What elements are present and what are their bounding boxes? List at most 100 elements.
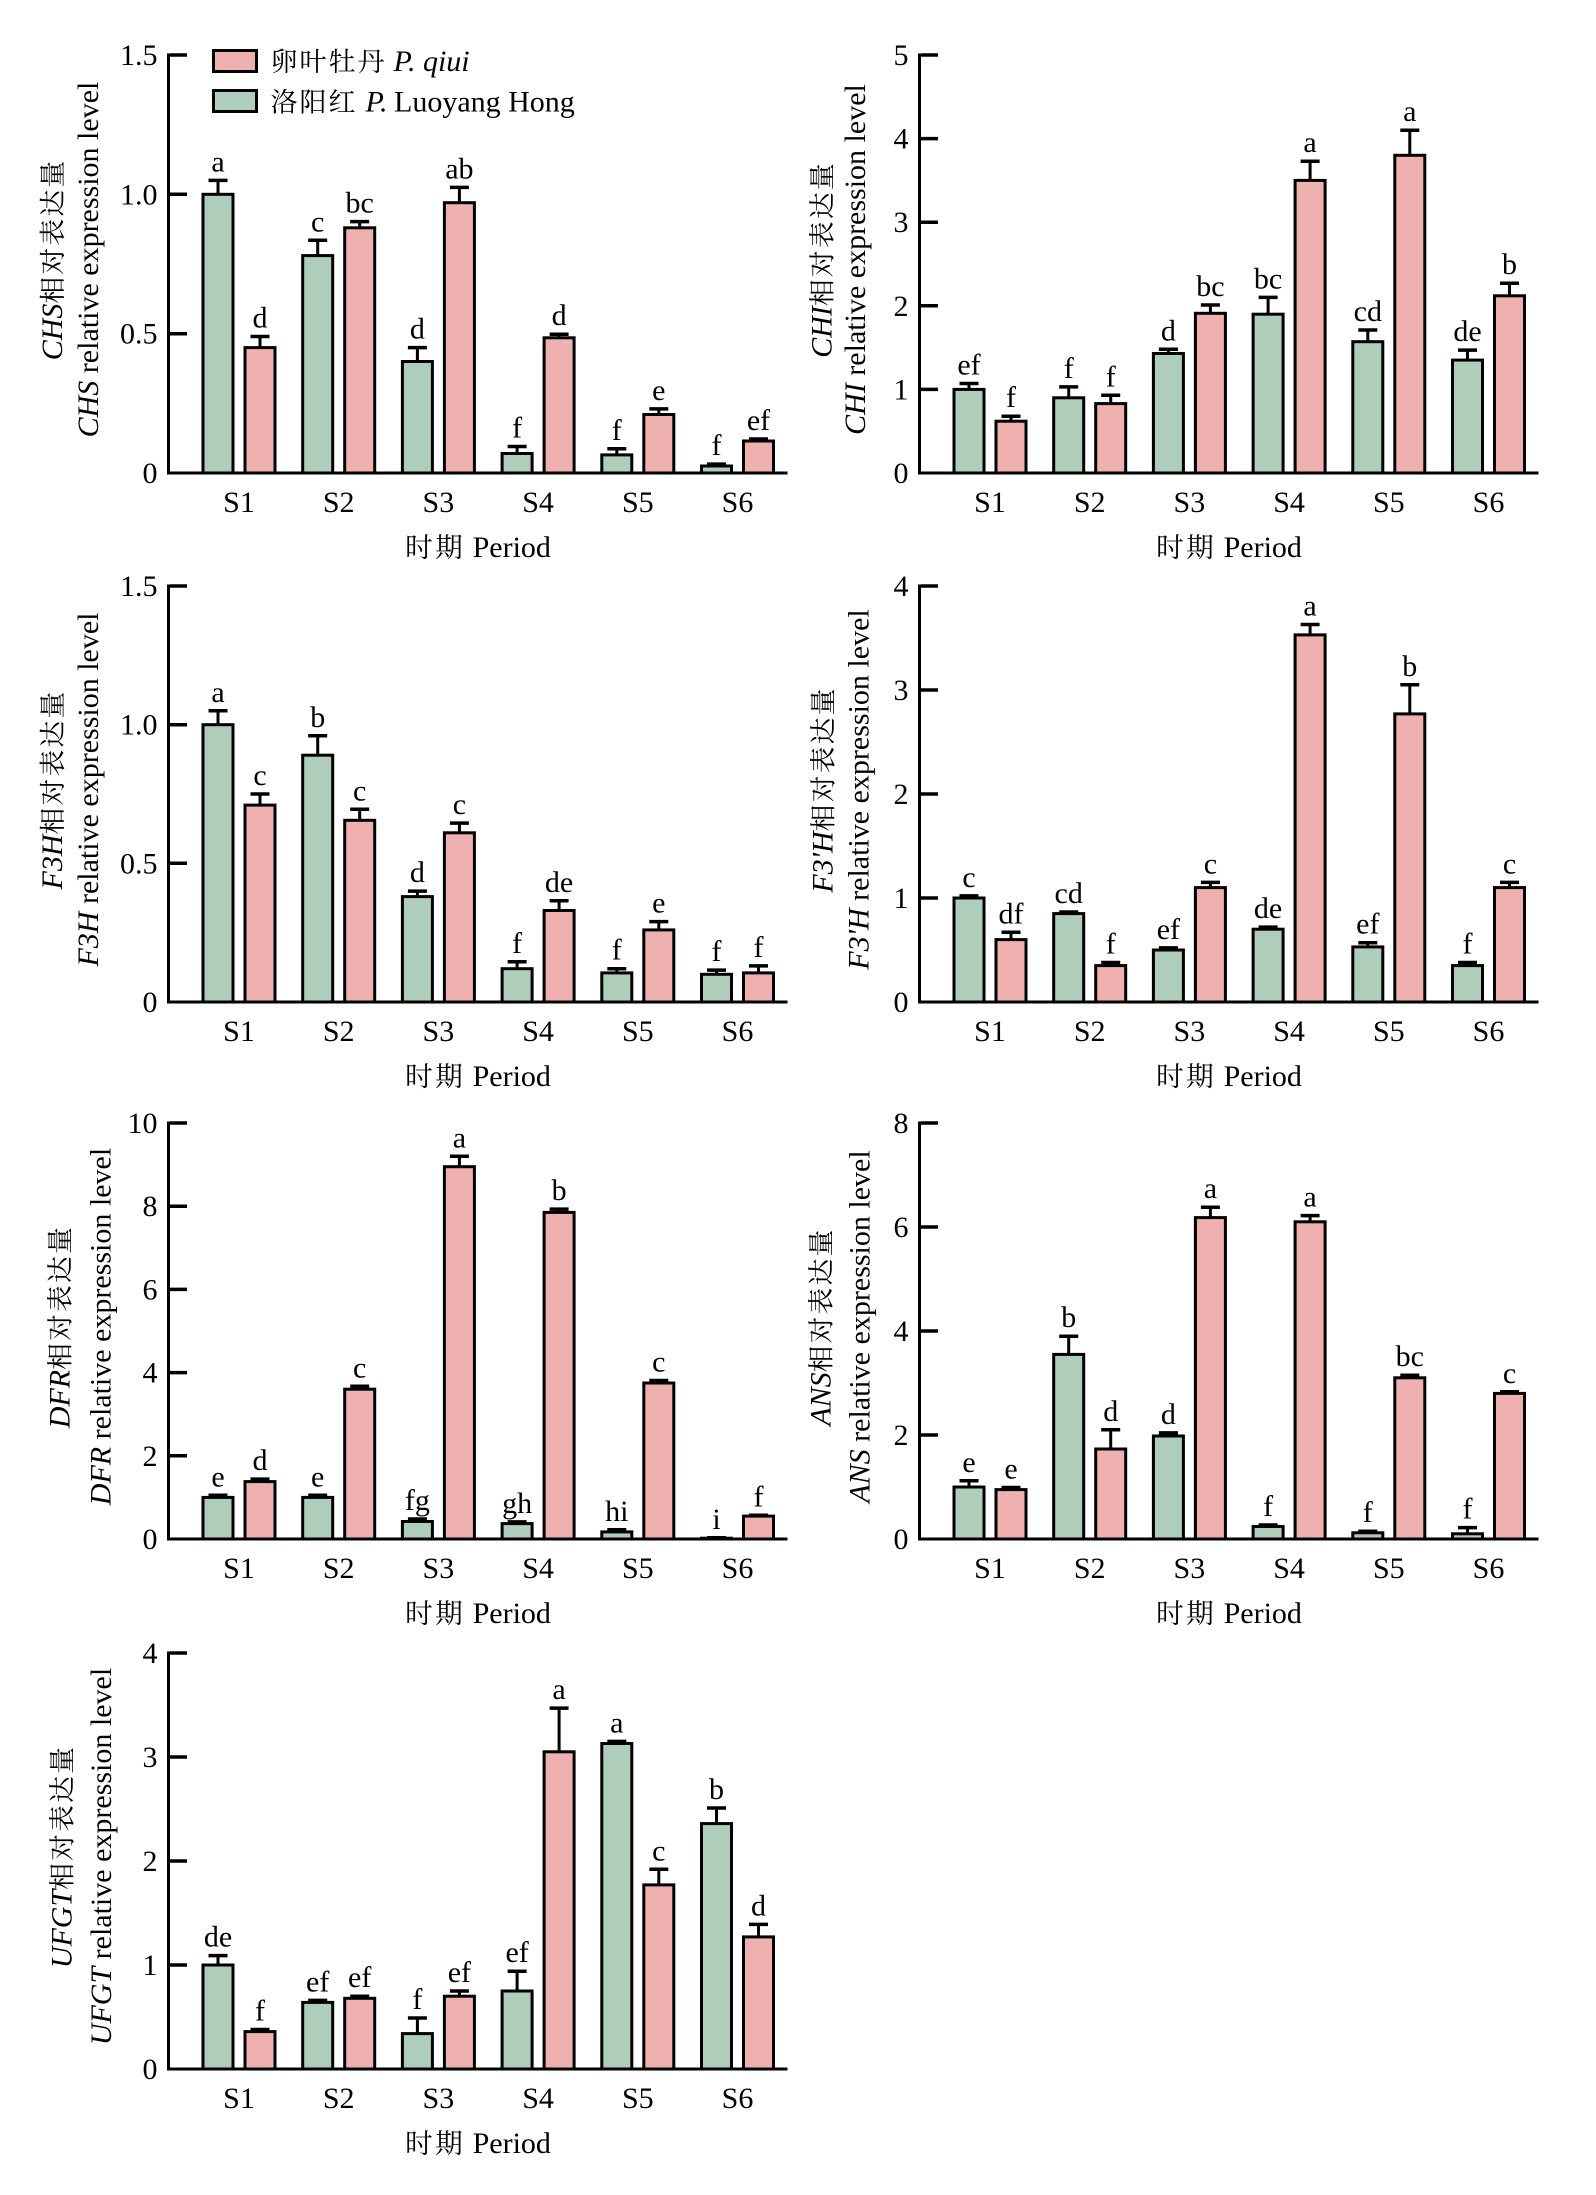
svg-text:S2: S2 [323,1015,355,1048]
svg-text:1: 1 [143,1949,158,1982]
svg-text:CHI relative expression level: CHI relative expression level [839,84,872,435]
svg-text:4: 4 [894,123,909,156]
svg-text:e: e [211,1460,224,1493]
svg-text:S3: S3 [423,2082,455,2115]
svg-text:c: c [353,774,366,807]
svg-text:f: f [512,412,522,445]
svg-text:a: a [552,1673,565,1706]
svg-text:c: c [652,1346,665,1379]
svg-text:ANS relative expression level: ANS relative expression level [844,1150,877,1504]
svg-text:d: d [1103,1395,1118,1428]
svg-text:1.5: 1.5 [120,570,158,603]
svg-text:bc: bc [1196,270,1224,303]
svg-text:Luoyang Hong: Luoyang Hong [394,86,575,119]
svg-text:S5: S5 [1373,486,1405,519]
svg-text:3: 3 [894,674,909,707]
svg-text:bc: bc [1254,262,1282,295]
svg-text:S4: S4 [1273,1552,1305,1585]
svg-text:e: e [652,887,665,920]
svg-text:1: 1 [894,882,909,915]
svg-text:b: b [310,701,325,734]
svg-text:e: e [1004,1453,1017,1486]
svg-text:S1: S1 [223,1015,255,1048]
svg-text:8: 8 [894,1107,909,1140]
svg-text:e: e [311,1460,324,1493]
svg-text:a: a [1303,590,1316,623]
svg-text:S5: S5 [622,1552,654,1585]
svg-text:4: 4 [894,570,909,603]
svg-text:hi: hi [605,1495,628,1528]
svg-text:S6: S6 [1473,1015,1505,1048]
svg-text:S2: S2 [323,486,355,519]
svg-text:6: 6 [894,1211,909,1244]
svg-text:F3'H: F3'H [807,829,840,894]
svg-text:a: a [453,1121,466,1154]
svg-text:d: d [253,302,268,335]
svg-text:2: 2 [894,290,909,323]
svg-text:0: 0 [894,457,909,490]
svg-text:S2: S2 [1074,486,1106,519]
svg-text:P. qiui: P. qiui [393,45,470,78]
svg-text:2: 2 [143,1845,158,1878]
svg-text:b: b [1402,650,1417,683]
svg-text:de: de [204,1921,232,1954]
svg-text:0: 0 [143,457,158,490]
svg-text:S2: S2 [1074,1552,1106,1585]
svg-text:F3'H relative expression level: F3'H relative expression level [843,609,876,970]
svg-text:ef: ef [348,1961,371,1994]
svg-text:fg: fg [405,1484,430,1517]
svg-text:1.0: 1.0 [120,709,158,742]
svg-text:de: de [545,866,573,899]
svg-text:f: f [1064,352,1074,385]
svg-text:f: f [612,934,622,967]
svg-text:S4: S4 [522,486,554,519]
svg-text:S1: S1 [974,486,1006,519]
svg-text:S5: S5 [1373,1015,1405,1048]
svg-text:S1: S1 [223,1552,255,1585]
svg-text:S2: S2 [1074,1015,1106,1048]
svg-text:Period: Period [473,531,551,564]
svg-text:S3: S3 [423,1015,455,1048]
svg-text:S5: S5 [1373,1552,1405,1585]
svg-text:2: 2 [894,1419,909,1452]
svg-text:Period: Period [473,2127,551,2160]
svg-text:F3H: F3H [36,832,69,890]
svg-text:8: 8 [143,1190,158,1223]
svg-text:P.: P. [365,86,388,119]
svg-text:S4: S4 [1273,1015,1305,1048]
svg-text:ef: ef [505,1936,528,1969]
svg-text:f: f [1006,381,1016,414]
svg-text:S2: S2 [323,1552,355,1585]
svg-text:f: f [1106,928,1116,961]
svg-text:2: 2 [894,778,909,811]
svg-text:ef: ef [306,1965,329,1998]
svg-text:S3: S3 [1174,1015,1206,1048]
svg-text:DFR relative expression level: DFR relative expression level [85,1148,118,1506]
svg-text:4: 4 [143,1637,158,1670]
svg-text:a: a [1303,1181,1316,1214]
svg-text:c: c [311,205,324,238]
svg-text:f: f [712,935,722,968]
svg-text:a: a [211,676,224,709]
svg-text:S4: S4 [522,1015,554,1048]
svg-text:f: f [1463,928,1473,961]
svg-text:i: i [712,1503,720,1536]
svg-text:a: a [1204,1172,1217,1205]
svg-text:2: 2 [143,1440,158,1473]
svg-text:df: df [999,897,1024,930]
svg-text:e: e [962,1446,975,1479]
svg-text:f: f [512,927,522,960]
svg-text:S4: S4 [1273,486,1305,519]
svg-text:Period: Period [473,1060,551,1093]
svg-text:ef: ef [957,349,980,382]
svg-text:1.0: 1.0 [120,178,158,211]
svg-text:de: de [1453,315,1481,348]
svg-text:S4: S4 [522,2082,554,2115]
svg-text:UFGT relative expression level: UFGT relative expression level [85,1668,118,2045]
svg-text:f: f [712,429,722,462]
svg-text:Period: Period [1224,531,1302,564]
svg-text:a: a [610,1706,623,1739]
svg-text:0: 0 [143,2053,158,2086]
svg-text:d: d [552,299,567,332]
svg-text:c: c [1503,1357,1516,1390]
